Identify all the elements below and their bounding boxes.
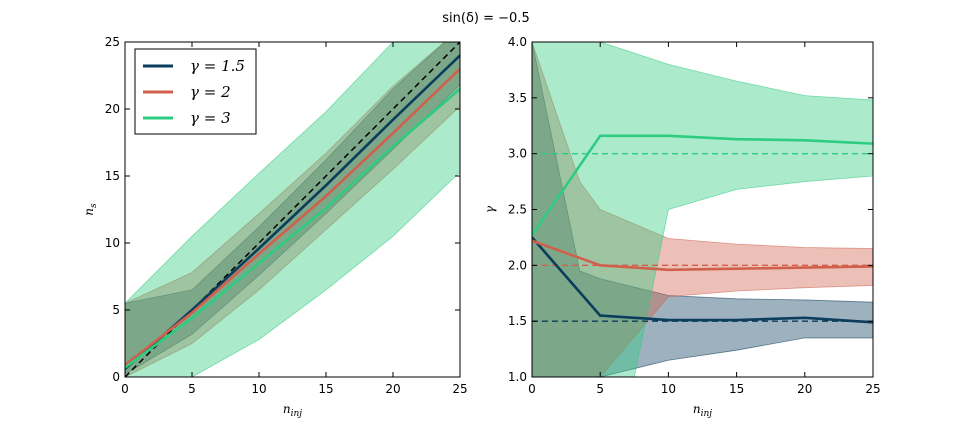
right-ytick-label: 2.5 [508, 203, 527, 217]
right-xlabel: ninj [693, 402, 712, 419]
left-series-line-1 [125, 67, 460, 366]
left-ytick-label: 20 [105, 102, 120, 116]
left-xtick-label: 20 [385, 382, 400, 396]
right-series-line-1 [532, 239, 873, 272]
legend: γ = 1.5 γ = 2 γ = 3 [134, 48, 257, 135]
right-ytick-label: 4.0 [508, 35, 527, 49]
figure-title: sin(δ) = −0.5 [442, 11, 529, 26]
left-ytick-label: 15 [105, 169, 120, 183]
right-panel: 0 5 10 15 20 25 1.0 1.5 2.0 2.5 3.0 3.5 4.0 ninj γ [483, 35, 881, 419]
right-ytick-label: 2.0 [508, 258, 527, 272]
right-ytick-label: 1.0 [508, 370, 527, 384]
right-xtick-label: 25 [865, 382, 880, 396]
left-xtick-label: 0 [121, 382, 129, 396]
left-axes-frame [124, 41, 461, 378]
legend-label-0: γ = 1.5 [190, 57, 245, 75]
right-xtick-label: 15 [729, 382, 744, 396]
right-xtick-label: 0 [528, 382, 536, 396]
left-xtick-label: 10 [251, 382, 266, 396]
legend-label-2: γ = 3 [190, 109, 231, 127]
right-xtick-label: 5 [596, 382, 604, 396]
right-band-1 [532, 42, 873, 377]
right-ytick-label: 3.0 [508, 147, 527, 161]
right-ytick-label: 3.5 [508, 91, 527, 105]
left-ytick-label: 10 [105, 236, 120, 250]
left-ytick-label: 5 [112, 303, 120, 317]
right-xtick-label: 20 [797, 382, 812, 396]
left-xlabel: ninj [283, 402, 302, 419]
right-plot-area [532, 42, 873, 377]
left-plot-area [125, 42, 460, 377]
left-ylabel: ns [82, 203, 99, 216]
right-band-2 [532, 42, 873, 377]
left-identity-line [125, 42, 460, 377]
right-series-line-0 [532, 236, 873, 324]
right-xtick-label: 10 [661, 382, 676, 396]
left-xtick-label: 15 [318, 382, 333, 396]
left-ytick-label: 25 [105, 35, 120, 49]
left-ytick-label: 0 [112, 370, 120, 384]
right-band-0 [532, 42, 873, 377]
left-series-line-2 [125, 87, 460, 369]
left-xtick-label: 5 [188, 382, 196, 396]
right-series-line-2 [532, 134, 873, 236]
left-xtick-label: 25 [452, 382, 467, 396]
legend-label-1: γ = 2 [190, 83, 231, 101]
right-ylabel: γ [483, 205, 497, 213]
right-ytick-label: 1.5 [508, 314, 527, 328]
